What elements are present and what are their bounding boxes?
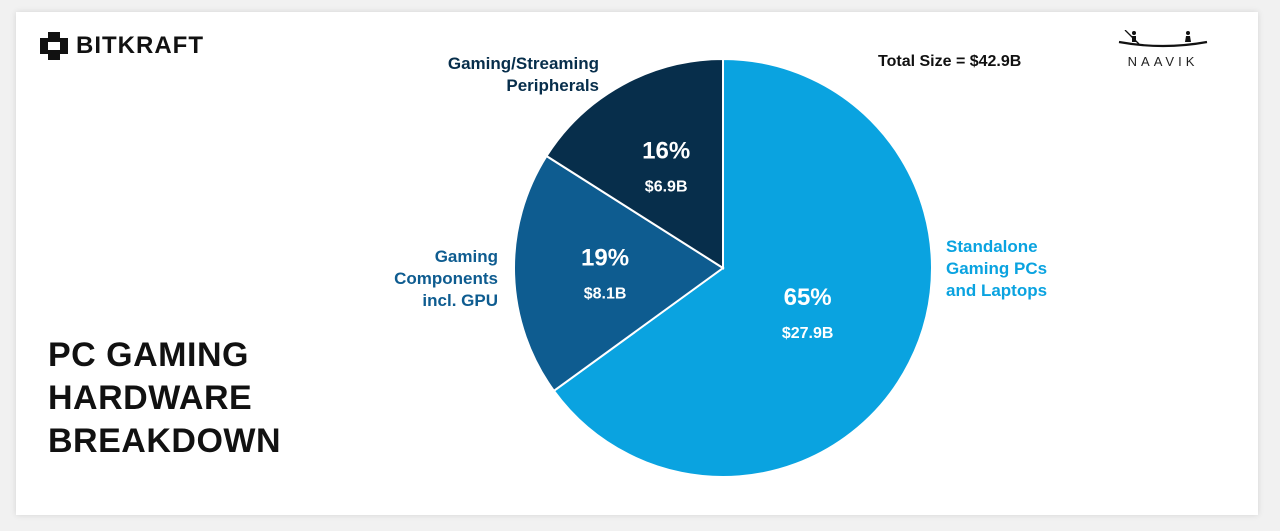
boat-icon [1118, 30, 1208, 48]
bitkraft-logo-text: BITKRAFT [76, 32, 204, 59]
pie-slice-1 [552, 57, 933, 478]
category-label-line: Components [394, 269, 498, 288]
slice-value-label-2: $8.1B [584, 286, 627, 303]
category-label-line: Gaming PCs [946, 259, 1048, 278]
pie-slice-2 [513, 154, 725, 393]
slice-percent-label-3: 16% [642, 138, 690, 165]
category-label-2: Gaming Components incl. GPU [366, 246, 498, 312]
chart-card: BITKRAFT NAAVIK Total Size = $42.9B PC G… [16, 12, 1258, 515]
category-label-line: Gaming/Streaming [447, 54, 599, 73]
total-size-label: Total Size = $42.9B [878, 53, 1022, 70]
bitkraft-logo-icon [40, 32, 68, 60]
naavik-logo-text: NAAVIK [1127, 54, 1199, 69]
category-label-1: Standalone Gaming PCs and Laptops [946, 236, 1047, 302]
slice-percent-label-1: 65% [784, 284, 832, 311]
naavik-logo: NAAVIK [1113, 30, 1213, 69]
category-label-line: Gaming [434, 247, 498, 266]
category-label-line: Peripherals [506, 76, 599, 95]
category-label-3: Gaming/Streaming Peripherals [399, 53, 599, 97]
pie-chart: 65% $27.9B 19% $8.1B 16% $6.9B [513, 57, 933, 478]
pie-slice-3 [545, 57, 724, 270]
chart-title-line-3: BREAKDOWN [48, 422, 282, 460]
slice-percent-label-2: 19% [581, 245, 629, 272]
category-label-line: Standalone [946, 237, 1038, 256]
slice-value-label-1: $27.9B [782, 325, 834, 342]
bitkraft-logo: BITKRAFT [40, 32, 204, 60]
category-label-line: incl. GPU [422, 291, 498, 310]
chart-title: PC GAMING HARDWARE BREAKDOWN [48, 334, 281, 463]
category-label-line: and Laptops [946, 281, 1048, 300]
chart-title-line-1: PC GAMING [48, 336, 249, 374]
chart-title-line-2: HARDWARE [48, 379, 253, 417]
slice-value-label-3: $6.9B [645, 179, 688, 196]
